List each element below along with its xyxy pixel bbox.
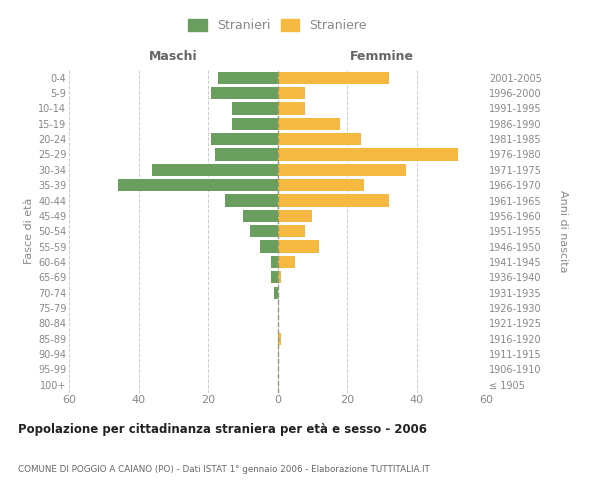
Bar <box>277 102 305 115</box>
Bar <box>277 240 319 253</box>
Text: Popolazione per cittadinanza straniera per età e sesso - 2006: Popolazione per cittadinanza straniera p… <box>18 422 427 436</box>
Bar <box>277 179 364 192</box>
Bar <box>277 133 361 145</box>
Bar <box>277 332 281 345</box>
Bar <box>232 118 277 130</box>
Bar <box>277 271 281 283</box>
Bar <box>277 164 406 176</box>
Bar <box>271 256 277 268</box>
Bar <box>215 148 277 160</box>
Bar <box>250 225 277 237</box>
Bar <box>152 164 277 176</box>
Bar <box>277 87 305 99</box>
Bar <box>243 210 277 222</box>
Bar <box>271 271 277 283</box>
Bar <box>226 194 277 206</box>
Bar <box>218 72 277 84</box>
Bar <box>277 118 340 130</box>
Bar <box>277 225 305 237</box>
Bar <box>277 72 389 84</box>
Bar <box>211 87 277 99</box>
Bar <box>277 210 312 222</box>
Bar <box>118 179 277 192</box>
Bar <box>211 133 277 145</box>
Bar <box>274 286 277 299</box>
Bar <box>260 240 277 253</box>
Text: COMUNE DI POGGIO A CAIANO (PO) - Dati ISTAT 1° gennaio 2006 - Elaborazione TUTTI: COMUNE DI POGGIO A CAIANO (PO) - Dati IS… <box>18 466 430 474</box>
Bar <box>232 102 277 115</box>
Y-axis label: Anni di nascita: Anni di nascita <box>559 190 568 272</box>
Text: Maschi: Maschi <box>149 50 197 62</box>
Y-axis label: Fasce di età: Fasce di età <box>23 198 34 264</box>
Legend: Stranieri, Straniere: Stranieri, Straniere <box>186 16 369 34</box>
Text: Femmine: Femmine <box>350 50 414 62</box>
Bar <box>277 148 458 160</box>
Bar <box>277 256 295 268</box>
Bar <box>277 194 389 206</box>
